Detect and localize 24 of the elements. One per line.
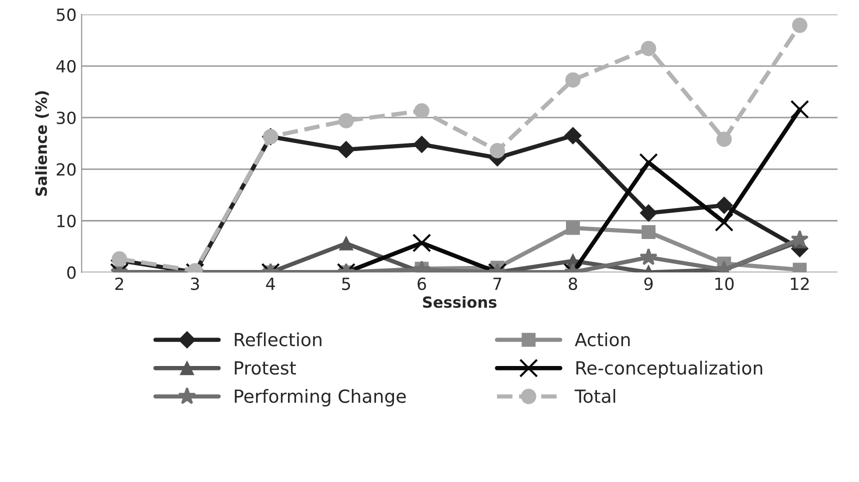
y-tick-label: 40 [56,60,76,73]
y-tick-label: 10 [57,214,76,228]
legend-label: Performing Change [234,389,406,407]
x-tick-label: 2 [115,277,124,290]
x-tick-label: 5 [342,278,350,290]
x-tick-label: 10 [715,277,734,290]
x-tick-label: 9 [644,277,653,290]
legend-label: Action [574,332,630,346]
y-tick-label: 0 [67,266,76,279]
legend-label: Total [574,389,616,404]
legend-label: Reflection [234,332,322,346]
legend-label: Protest [234,361,296,375]
legend-label: Re-conceptualization [576,360,762,378]
x-tick-label: 4 [266,278,275,290]
x-tick-label: 6 [418,277,426,290]
x-tick-label: 12 [790,277,809,290]
x-tick-label: 7 [493,278,502,290]
y-tick-label: 20 [56,163,76,176]
y-axis-title: Salience (%) [35,91,49,196]
y-tick-label: 50 [56,8,76,22]
y-tick-label: 30 [56,112,76,124]
x-tick-label: 3 [190,277,199,290]
x-tick-label: 8 [568,277,578,290]
x-axis-title: Sessions [423,296,496,308]
